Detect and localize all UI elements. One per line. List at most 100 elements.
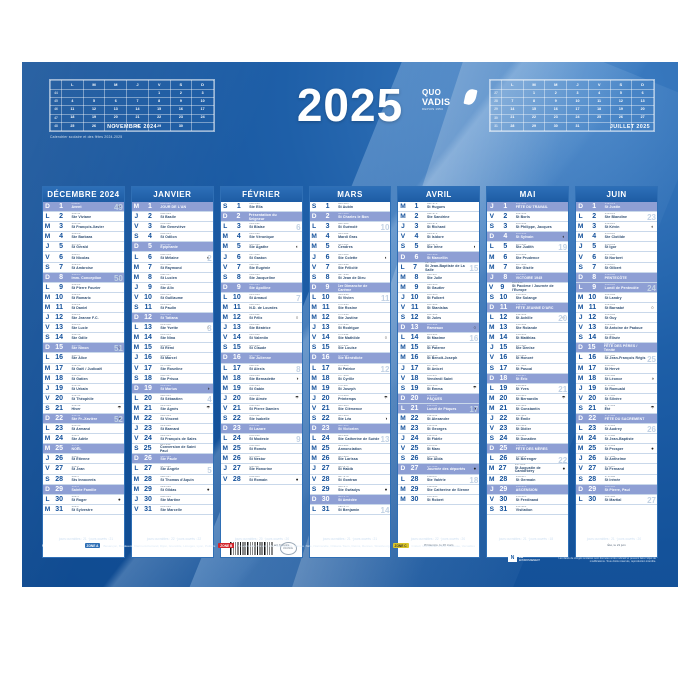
calendar-day-row[interactable]: M 25 056-309 St Roméo xyxy=(220,444,302,455)
calendar-day-row[interactable]: L 13 013-352 Ste Yvette ○ xyxy=(131,323,213,334)
calendar-day-row[interactable]: J 1 121-244 FÊTE DU TRAVAIL xyxy=(487,202,569,213)
calendar-day-row[interactable]: S 22 053-312 Ste Isabelle xyxy=(220,413,302,425)
calendar-day-row[interactable]: L 17 048-317 St Alexis xyxy=(220,363,302,374)
calendar-day-row[interactable]: M 12 043-322 St Félix ○ xyxy=(220,313,302,324)
calendar-day-row[interactable]: M 11 343-22 St Daniel xyxy=(43,302,124,314)
calendar-day-row[interactable]: M 13 133-232 Ste Rolande xyxy=(487,323,569,334)
calendar-day-row[interactable]: M 26 085-280 Ste Larissa xyxy=(309,454,391,465)
calendar-day-row[interactable]: V 27 178-187 St Fernand xyxy=(576,464,658,475)
calendar-day-row[interactable]: M 11 042-323 N.D. de Lourdes xyxy=(220,302,302,314)
calendar-day-row[interactable]: J 5 156-209 St Igor xyxy=(576,242,658,253)
calendar-day-row[interactable]: M 4 063-302 Mardi Gras xyxy=(309,232,391,243)
calendar-day-row[interactable]: J 8 128-237 VICTOIRE 1945 xyxy=(487,272,569,283)
calendar-day-row[interactable]: D 5 005-360 Épiphanie xyxy=(131,242,213,253)
calendar-day-row[interactable]: V 18 108-257 Vendredi Saint xyxy=(398,373,480,384)
calendar-day-row[interactable]: V 24 024-341 St François de Sales xyxy=(131,434,213,445)
zone-chip[interactable]: ZONE A xyxy=(84,543,101,548)
calendar-day-row[interactable]: M 24 175-190 St Jean-Baptiste xyxy=(576,434,658,445)
calendar-day-row[interactable]: J 19 351-14 St Urbain xyxy=(43,383,124,394)
calendar-day-row[interactable]: M 5 064-301 Cendres xyxy=(309,242,391,253)
calendar-day-row[interactable]: D 16 047-318 Ste Julienne xyxy=(220,353,302,364)
calendar-day-row[interactable]: M 31 363-2 St Sylvestre xyxy=(43,504,124,515)
calendar-day-row[interactable]: L 26 146-219 St Bérenger xyxy=(487,454,569,465)
calendar-day-row[interactable]: M 18 049-316 Ste Bernadette ◑ xyxy=(220,373,302,384)
calendar-day-row[interactable]: V 27 359-6 St Jean xyxy=(43,464,124,475)
calendar-day-row[interactable]: V 25 115-250 St Marc xyxy=(398,444,480,455)
calendar-day-row[interactable]: S 17 137-228 St Pascal xyxy=(487,363,569,374)
calendar-day-row[interactable]: J 15 135-230 Ste Denise xyxy=(487,343,569,354)
calendar-day-row[interactable]: S 1 060-305 St Aubin xyxy=(309,202,391,213)
calendar-day-row[interactable]: J 27 058-307 Ste Honorine xyxy=(220,464,302,475)
calendar-day-row[interactable]: S 25 025-340 Conversion de Saint Paul xyxy=(131,444,213,455)
calendar-day-row[interactable]: L 9 160-205 Lundi de Pentecôte xyxy=(576,282,658,293)
calendar-day-row[interactable]: J 2 002-363 St Basile xyxy=(131,212,213,223)
calendar-day-row[interactable]: M 28 148-217 St Germain xyxy=(487,474,569,485)
calendar-day-row[interactable]: V 30 150-215 St Ferdinand xyxy=(487,494,569,505)
calendar-day-row[interactable]: M 26 057-308 St Nestor xyxy=(220,454,302,465)
calendar-day-row[interactable]: M 8 008-357 St Lucien xyxy=(131,272,213,283)
calendar-day-row[interactable]: S 14 165-200 St Élisée xyxy=(576,333,658,344)
calendar-day-row[interactable]: S 14 346-19 Ste Odile xyxy=(43,333,124,344)
calendar-day-row[interactable]: L 20 020-345 St Sébastien xyxy=(131,393,213,404)
calendar-day-row[interactable]: M 23 113-252 St Georges xyxy=(398,424,480,435)
calendar-day-row[interactable]: M 29 119-246 Ste Catherine de Sienne xyxy=(398,484,480,495)
calendar-day-row[interactable]: M 25 176-189 St Prosper ● xyxy=(576,444,658,455)
calendar-day-row[interactable]: L 10 069-296 St Vivien xyxy=(309,292,391,303)
calendar-day-row[interactable]: J 30 030-335 Ste Martine xyxy=(131,494,213,505)
calendar-day-row[interactable]: L 2 153-212 Ste Blandine xyxy=(576,212,658,223)
calendar-day-row[interactable]: L 21 111-254 Lundi de Pâques ◑ xyxy=(398,403,480,414)
calendar-day-row[interactable]: J 16 016-349 St Marcel xyxy=(131,353,213,364)
calendar-day-row[interactable]: M 6 126-239 Ste Prudence xyxy=(487,252,569,263)
calendar-day-row[interactable]: L 31 090-275 St Benjamin xyxy=(309,504,391,515)
calendar-day-row[interactable]: S 31 151-214 Visitation xyxy=(487,504,569,515)
calendar-day-row[interactable]: M 2 092-273 Ste Sandrine xyxy=(398,212,480,223)
calendar-day-row[interactable]: M 19 050-315 St Gabin xyxy=(220,383,302,394)
calendar-day-row[interactable]: D 30 089-276 St Amédée xyxy=(309,494,391,505)
calendar-day-row[interactable]: S 29 088-277 Ste Gwladys ● xyxy=(309,484,391,495)
calendar-day-row[interactable]: S 19 109-256 St Emma ☂ xyxy=(398,383,480,394)
calendar-day-row[interactable]: J 20 079-286 Printemps ☂ xyxy=(309,393,391,404)
calendar-day-row[interactable]: V 6 338-27 St Nicolas xyxy=(43,252,124,263)
calendar-day-row[interactable]: V 14 045-320 St Valentin xyxy=(220,333,302,344)
calendar-day-row[interactable]: D 20 110-255 PÂQUES xyxy=(398,393,480,404)
calendar-day-row[interactable]: M 10 161-204 St Landry xyxy=(576,292,658,303)
calendar-day-row[interactable]: L 2 334-31 Ste Viviane xyxy=(43,212,124,223)
calendar-day-row[interactable]: J 9 009-356 Ste Alix xyxy=(131,282,213,293)
calendar-day-row[interactable]: D 13 103-262 Rameaux ○ xyxy=(398,323,480,334)
calendar-day-row[interactable]: V 23 143-222 St Didier xyxy=(487,424,569,435)
calendar-day-row[interactable]: J 29 149-216 ASCENSION xyxy=(487,484,569,495)
calendar-day-row[interactable]: M 7 127-238 Ste Gisèle xyxy=(487,262,569,273)
calendar-day-row[interactable]: V 31 031-334 Ste Marcelle xyxy=(131,504,213,515)
calendar-day-row[interactable]: D 23 082-283 St Victorien xyxy=(309,424,391,435)
calendar-day-row[interactable]: M 25 357-8 NOËL xyxy=(43,444,124,455)
calendar-day-row[interactable]: M 9 099-266 St Gautier xyxy=(398,282,480,293)
calendar-day-row[interactable]: V 6 157-208 St Norbert xyxy=(576,252,658,263)
calendar-day-row[interactable]: S 26 116-249 Ste Alida xyxy=(398,454,480,465)
calendar-day-row[interactable]: M 22 112-253 St Alexandre xyxy=(398,413,480,425)
calendar-day-row[interactable]: L 17 076-289 St Patrice xyxy=(309,363,391,374)
calendar-day-row[interactable]: L 3 034-331 St Blaise xyxy=(220,222,302,233)
calendar-day-row[interactable]: M 17 168-197 St Hervé xyxy=(576,363,658,374)
calendar-day-row[interactable]: M 1 001-364 JOUR DE L'AN xyxy=(131,202,213,213)
calendar-day-row[interactable]: M 14 134-231 St Matthias xyxy=(487,333,569,344)
calendar-day-row[interactable]: M 3 154-211 St Kévin ◐ xyxy=(576,222,658,233)
calendar-day-row[interactable]: V 13 164-201 St Antoine de Padoue xyxy=(576,323,658,334)
calendar-day-row[interactable]: M 11 162-203 St Barnabé ○ xyxy=(576,302,658,314)
calendar-day-row[interactable]: V 4 094-271 St Isidore xyxy=(398,232,480,243)
calendar-day-row[interactable]: M 29 029-336 St Gildas ● xyxy=(131,484,213,495)
calendar-day-row[interactable]: M 8 098-267 Ste Julie xyxy=(398,272,480,283)
calendar-day-row[interactable]: L 16 348-17 Ste Alice xyxy=(43,353,124,364)
calendar-day-row[interactable]: L 24 083-282 Ste Catherine de Suède xyxy=(309,434,391,445)
calendar-day-row[interactable]: S 3 123-242 St Philippe, Jacques xyxy=(487,222,569,233)
calendar-day-row[interactable]: L 23 174-191 St Audrey xyxy=(576,424,658,435)
calendar-day-row[interactable]: M 3 335-30 St François-Xavier xyxy=(43,222,124,233)
calendar-day-row[interactable]: S 21 172-193 Été ☂ xyxy=(576,403,658,414)
calendar-day-row[interactable]: V 28 059-306 St Romain ● xyxy=(220,474,302,485)
calendar-day-row[interactable]: S 7 158-207 St Gilbert xyxy=(576,262,658,273)
calendar-day-row[interactable]: J 13 044-321 Ste Béatrice xyxy=(220,323,302,334)
calendar-day-row[interactable]: V 7 066-299 Ste Félicité xyxy=(309,262,391,273)
calendar-day-row[interactable]: M 20 140-225 St Bernardin ☂ xyxy=(487,393,569,404)
calendar-day-row[interactable]: D 6 096-269 St Marcellin xyxy=(398,252,480,263)
calendar-day-row[interactable]: M 10 342-23 St Romaric xyxy=(43,292,124,303)
calendar-day-row[interactable]: D 8 159-206 PENTECÔTE xyxy=(576,272,658,283)
